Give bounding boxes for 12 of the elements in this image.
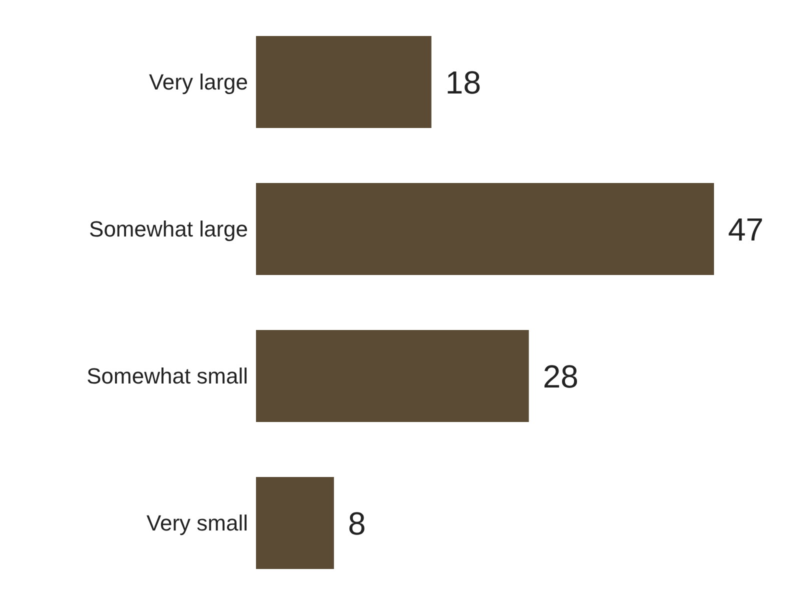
y-tick-label: Very small xyxy=(146,510,248,536)
data-label: 18 xyxy=(445,64,481,100)
bar xyxy=(256,330,529,422)
data-label: 28 xyxy=(542,358,578,394)
bar xyxy=(256,36,432,128)
data-label: 47 xyxy=(728,211,764,248)
y-tick-label: Somewhat large xyxy=(89,216,248,242)
y-tick-label: Somewhat small xyxy=(86,363,248,388)
bar xyxy=(256,183,714,275)
data-label: 8 xyxy=(348,505,366,542)
y-tick-label: Very large xyxy=(148,69,248,94)
bar xyxy=(256,477,334,569)
